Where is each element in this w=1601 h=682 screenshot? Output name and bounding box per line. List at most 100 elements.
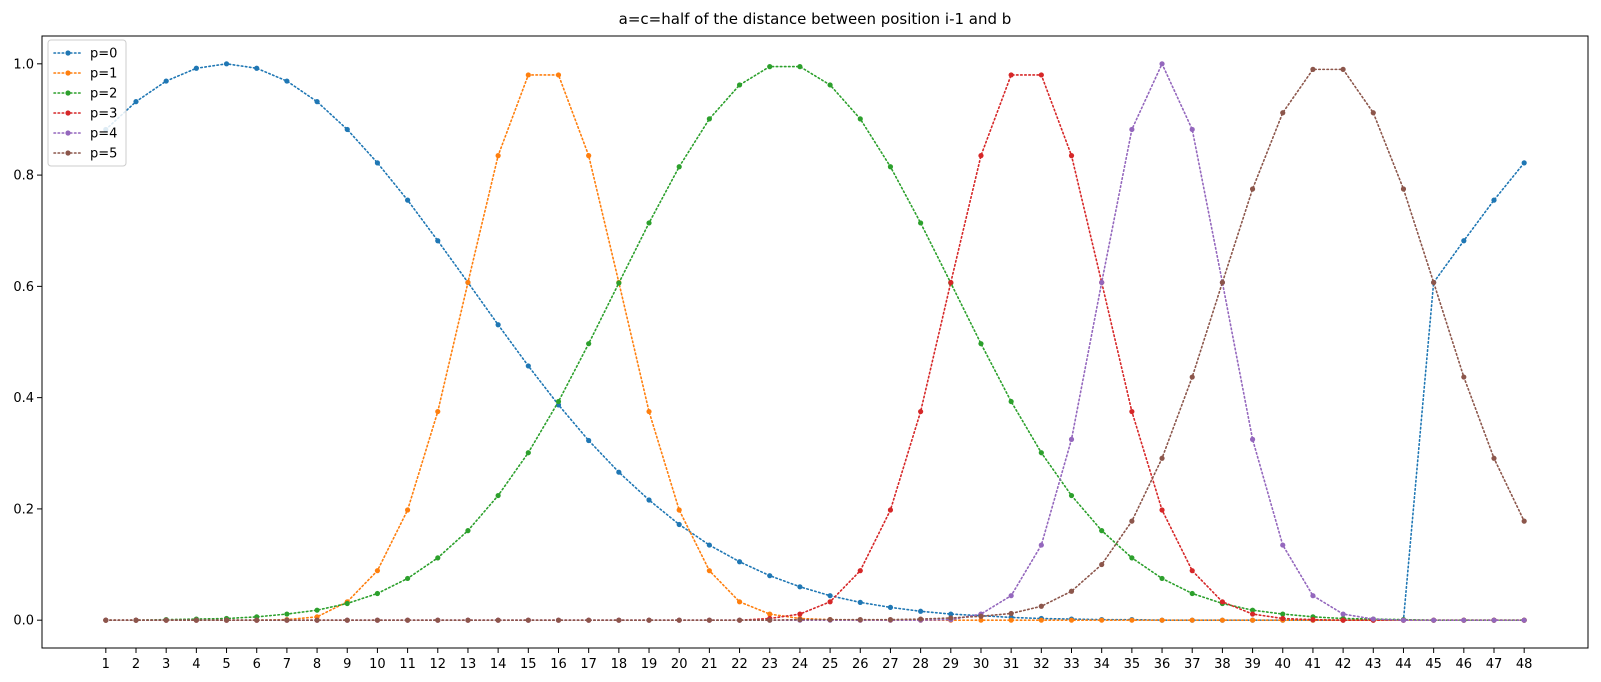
data-point-p=5-x36	[1159, 455, 1165, 461]
data-point-p=3-x31	[1008, 72, 1014, 78]
data-point-p=3-x28	[918, 408, 924, 415]
data-point-p=3-x33	[1068, 153, 1075, 159]
data-point-p=5-x35	[1129, 518, 1135, 524]
data-point-p=0-x26	[857, 599, 863, 605]
data-point-p=0-x9	[344, 126, 350, 133]
x-tick-label: 26	[852, 657, 869, 672]
data-point-p=5-x13	[465, 617, 471, 623]
x-tick-label: 35	[1124, 657, 1141, 672]
x-tick-label: 9	[343, 657, 351, 672]
data-point-p=5-x42	[1340, 66, 1346, 72]
x-tick-label: 27	[882, 657, 899, 672]
data-point-p=5-x19	[646, 617, 652, 623]
data-point-p=4-x39	[1249, 436, 1256, 442]
legend-label: p=2	[90, 87, 117, 102]
data-point-p=0-x6	[254, 65, 260, 71]
data-point-p=0-x46	[1461, 238, 1467, 244]
data-point-p=5-x23	[767, 617, 773, 623]
data-point-p=3-x32	[1038, 72, 1044, 78]
x-tick-label: 20	[671, 657, 688, 672]
data-point-p=2-x40	[1280, 611, 1286, 617]
x-tick-label: 14	[490, 657, 507, 672]
data-point-p=5-x32	[1038, 603, 1044, 609]
series-p=1	[103, 72, 1527, 623]
x-tick-label: 29	[943, 657, 960, 672]
data-point-p=1-x34	[1099, 617, 1105, 623]
data-point-p=4-x47	[1491, 617, 1497, 623]
data-point-p=1-x21	[706, 568, 712, 574]
data-point-p=1-x33	[1068, 617, 1075, 623]
x-tick-label: 24	[792, 657, 809, 672]
legend-marker	[65, 130, 71, 136]
legend-label: p=1	[90, 67, 117, 82]
data-point-p=2-x20	[676, 164, 682, 170]
data-point-p=5-x31	[1008, 610, 1014, 617]
legend-label: p=0	[90, 47, 117, 62]
x-tick-label: 4	[192, 657, 200, 672]
x-tick-label: 41	[1305, 657, 1322, 672]
data-point-p=0-x21	[706, 542, 712, 548]
x-tick-label: 33	[1063, 657, 1080, 672]
data-point-p=1-x38	[1219, 617, 1225, 623]
x-tick-label: 36	[1154, 657, 1171, 672]
data-point-p=5-x8	[314, 617, 320, 623]
data-point-p=0-x3	[163, 78, 169, 84]
x-tick-label: 25	[822, 657, 839, 672]
data-point-p=3-x29	[948, 279, 954, 286]
data-point-p=5-x27	[887, 617, 894, 623]
data-point-p=5-x29	[948, 615, 954, 621]
data-point-p=3-x39	[1249, 611, 1256, 617]
data-point-p=2-x9	[344, 600, 350, 607]
data-point-p=1-x39	[1249, 617, 1256, 623]
data-point-p=1-x12	[435, 408, 441, 415]
data-point-p=5-x39	[1249, 186, 1256, 192]
data-point-p=2-x25	[827, 82, 833, 88]
data-point-p=2-x24	[797, 64, 803, 70]
y-tick-label: 0.6	[13, 280, 34, 295]
data-point-p=5-x26	[857, 617, 863, 623]
data-point-p=4-x33	[1068, 436, 1075, 442]
data-point-p=2-x33	[1068, 492, 1075, 499]
data-point-p=2-x27	[887, 164, 894, 170]
x-tick-label: 5	[222, 657, 230, 672]
data-point-p=1-x32	[1038, 617, 1044, 623]
x-tick-label: 34	[1093, 657, 1110, 672]
data-point-p=5-x3	[163, 617, 169, 623]
data-point-p=0-x23	[767, 573, 773, 579]
data-point-p=1-x37	[1189, 617, 1195, 623]
data-point-p=3-x38	[1219, 599, 1225, 605]
data-point-p=2-x11	[405, 575, 411, 582]
legend-label: p=3	[90, 107, 117, 122]
x-tick-label: 37	[1184, 657, 1201, 672]
x-axis: 1 2 3 4 5 6 7 8 9 10 11 12 13 14 15 16 17 18 19 20 21 22 23 24 2…	[102, 648, 1532, 672]
legend-item-p=0: p=0	[53, 47, 117, 62]
data-point-p=5-x25	[827, 617, 833, 623]
x-tick-label: 44	[1395, 657, 1412, 672]
data-point-p=0-x12	[435, 238, 441, 244]
data-point-p=5-x21	[706, 617, 712, 623]
legend-item-p=1: p=1	[53, 67, 117, 82]
legend-label: p=4	[90, 127, 117, 142]
data-point-p=5-x15	[525, 617, 531, 623]
data-point-p=4-x48	[1521, 617, 1527, 623]
data-point-p=3-x37	[1189, 568, 1195, 574]
series-p=4	[103, 61, 1527, 623]
data-point-p=2-x39	[1249, 607, 1256, 613]
x-tick-label: 17	[580, 657, 597, 672]
data-point-p=2-x26	[857, 116, 863, 122]
legend-marker	[65, 150, 71, 156]
series-line-p=2	[105, 65, 1525, 621]
data-point-p=2-x23	[767, 64, 773, 70]
y-tick-label: 0.0	[13, 614, 34, 629]
data-point-p=5-x45	[1431, 279, 1437, 286]
data-point-p=0-x10	[374, 160, 381, 166]
x-tick-label: 6	[253, 657, 261, 672]
data-point-p=1-x36	[1159, 617, 1165, 623]
series-line-p=3	[105, 74, 1525, 621]
data-point-p=5-x47	[1491, 455, 1497, 461]
data-point-p=1-x23	[767, 611, 773, 617]
series-p=0	[103, 61, 1527, 623]
data-point-p=4-x44	[1400, 617, 1407, 623]
series-line-p=0	[105, 63, 1525, 621]
data-point-p=5-x38	[1219, 279, 1225, 286]
